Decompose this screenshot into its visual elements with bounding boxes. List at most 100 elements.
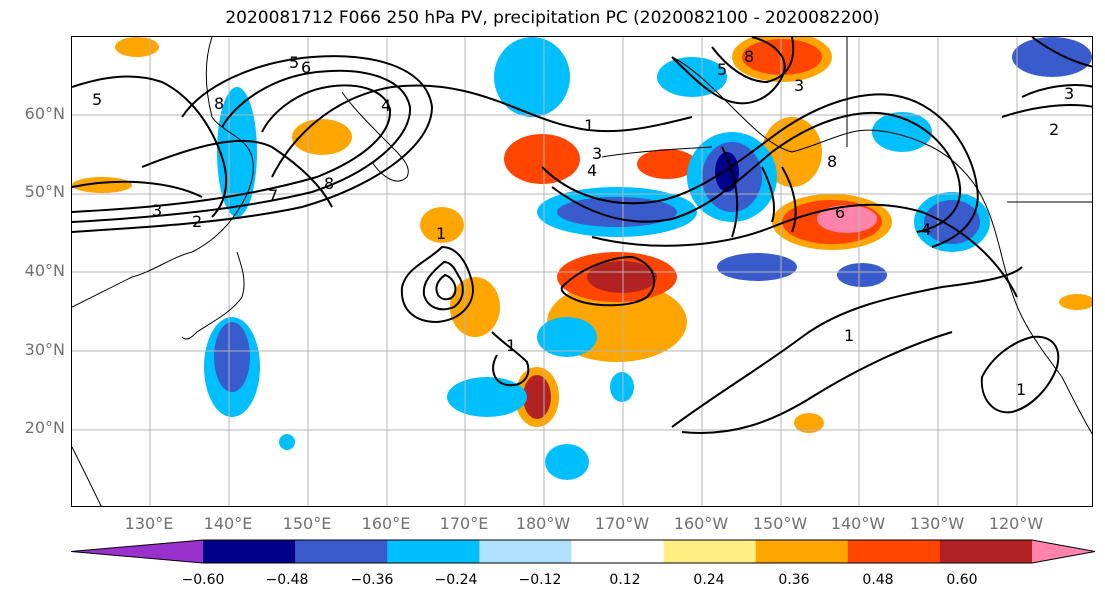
lon-label-170w: 170°W <box>594 514 650 533</box>
coast-alaska <box>671 56 983 198</box>
contour-line <box>551 111 962 233</box>
lat-label-50n: 50°N <box>24 182 65 201</box>
shade-neg <box>214 322 250 392</box>
contour-label: 1 <box>584 116 594 135</box>
contour-labels: 5 6 5 4 8 3 2 8 7 1 4 3 1 5 8 3 8 6 2 3 … <box>92 47 1074 399</box>
contour-line <box>491 331 530 387</box>
contour-line <box>591 203 1018 298</box>
lon-label-170e: 170°E <box>439 514 489 533</box>
colorbar-cell <box>755 540 849 563</box>
shade-neg <box>545 444 589 480</box>
lon-label-150e: 150°E <box>282 514 332 533</box>
lon-label-130w: 130°W <box>909 514 965 533</box>
contour-line <box>1001 104 1092 118</box>
contour-label: 7 <box>268 186 278 205</box>
contour-line <box>560 255 656 307</box>
contour-label: 2 <box>192 212 202 231</box>
colorbar-cell <box>479 540 572 563</box>
contour-label: 4 <box>921 220 931 239</box>
colorbar-cell <box>71 540 203 563</box>
colorbar-cell <box>203 540 296 563</box>
contour-label: 4 <box>587 161 597 180</box>
shade-pos <box>115 37 159 57</box>
contour-line <box>541 93 979 248</box>
lat-label-40n: 40°N <box>24 261 65 280</box>
colorbar <box>70 539 1096 564</box>
precip-shading <box>72 37 1092 480</box>
lat-label-20n: 20°N <box>24 418 65 437</box>
shade-pos <box>817 205 877 233</box>
contour-label: 5 <box>289 53 299 72</box>
contour-label: 3 <box>794 76 804 95</box>
contour-label: 3 <box>592 144 602 163</box>
shade-neg <box>717 253 797 281</box>
colorbar-tick: −0.12 <box>518 572 562 588</box>
colorbar-cell <box>571 540 665 563</box>
lon-label-180w: 180°W <box>515 514 571 533</box>
contour-line <box>980 335 1060 414</box>
contour-line <box>681 331 953 434</box>
colorbar-cell <box>295 540 388 563</box>
contour-line <box>671 37 786 105</box>
shade-neg <box>279 434 295 450</box>
shade-neg <box>557 197 677 227</box>
colorbar-tick: −0.24 <box>434 572 478 588</box>
contour-label: 3 <box>1064 84 1074 103</box>
shade-pos <box>450 277 500 337</box>
contour-line <box>781 166 797 233</box>
lon-label-140w: 140°W <box>830 514 886 533</box>
contour-line <box>72 75 228 218</box>
lon-label-120w: 120°W <box>988 514 1044 533</box>
contour-line <box>72 84 392 213</box>
contour-line <box>72 55 434 233</box>
contour-line <box>141 139 333 208</box>
shade-pos <box>637 149 697 179</box>
shade-pos <box>587 261 657 293</box>
contour-label: 4 <box>381 96 391 115</box>
contour-label: 1 <box>506 336 516 355</box>
contour-label: 1 <box>1016 380 1026 399</box>
contour-line <box>72 180 203 198</box>
colorbar-tick: −0.36 <box>350 572 394 588</box>
colorbar-cell <box>663 540 757 563</box>
shade-pos <box>504 134 580 184</box>
shade-neg <box>837 263 887 287</box>
colorbar-tick: 0.24 <box>693 572 725 588</box>
shade-pos <box>420 207 464 243</box>
colorbar-cell <box>847 540 941 563</box>
colorbar-tick: 0.12 <box>609 572 641 588</box>
shade-neg <box>537 317 597 357</box>
contour-label: 3 <box>152 201 162 220</box>
coast-japan <box>181 251 245 340</box>
colorbar-tick: 0.48 <box>862 572 894 588</box>
coastlines <box>72 37 1092 506</box>
shade-neg <box>872 112 932 152</box>
lon-label-130e: 130°E <box>124 514 174 533</box>
colorbar-outline <box>70 539 1096 564</box>
colorbar-cell <box>387 540 480 563</box>
lon-label-160w: 160°W <box>673 514 729 533</box>
colorbar-cell <box>1032 540 1095 563</box>
contour-line <box>271 84 693 178</box>
shade-neg <box>715 152 739 192</box>
contour-label: 6 <box>835 203 845 222</box>
contour-label: 1 <box>436 224 446 243</box>
contour-line <box>72 69 412 223</box>
lon-label-140e: 140°E <box>203 514 253 533</box>
contour-label: 8 <box>744 47 754 66</box>
contour-line <box>671 266 1023 428</box>
contour-line <box>721 146 739 238</box>
colorbar-tick: 0.60 <box>946 572 978 588</box>
contour-label: 8 <box>324 174 334 193</box>
contour-label: 1 <box>844 326 854 345</box>
contour-label: 6 <box>301 58 311 77</box>
contour-line <box>711 37 795 84</box>
contour-line <box>1021 84 1092 98</box>
contour-line <box>1031 37 1092 68</box>
map-canvas: 5 6 5 4 8 3 2 8 7 1 4 3 1 5 8 3 8 6 2 3 … <box>72 37 1092 506</box>
contour-label: 8 <box>214 94 224 113</box>
shade-neg <box>610 372 634 402</box>
shade-neg <box>494 37 570 117</box>
map-panel: 5 6 5 4 8 3 2 8 7 1 4 3 1 5 8 3 8 6 2 3 … <box>71 36 1093 507</box>
colorbar-tick: −0.60 <box>181 572 225 588</box>
